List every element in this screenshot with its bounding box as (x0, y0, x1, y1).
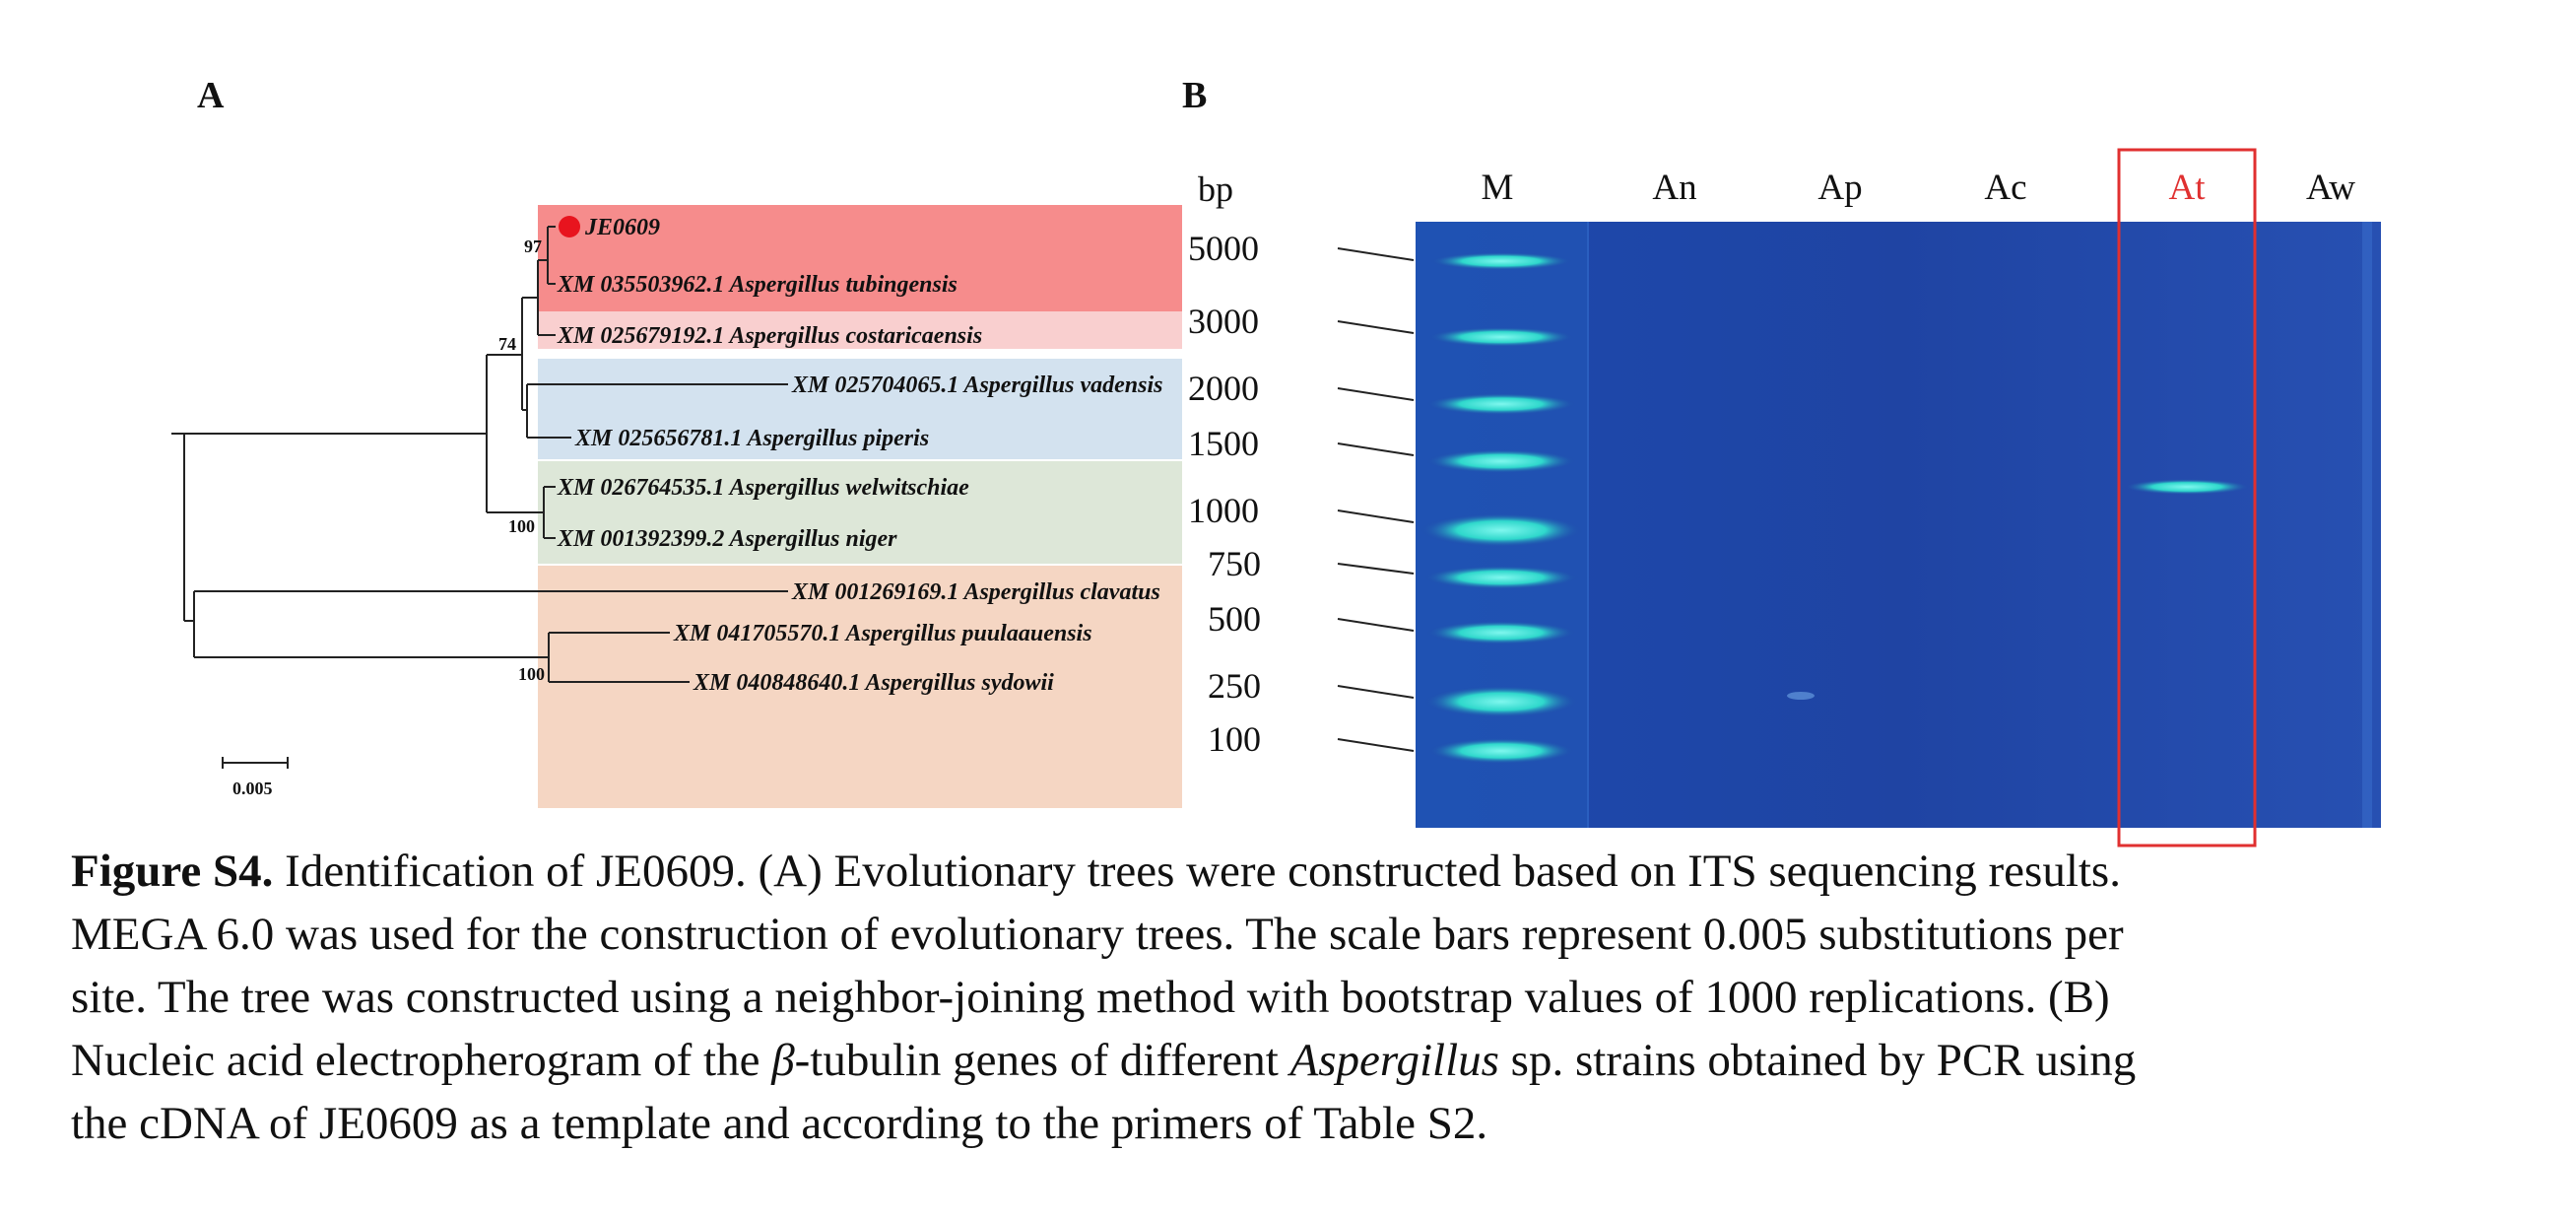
lane-label-ap: Ap (1817, 168, 1862, 208)
bootstrap-97: 97 (524, 237, 542, 256)
figure-caption: Figure S4. Identification of JE0609. (A)… (71, 840, 2504, 1155)
ladder-band-250 (1424, 686, 1578, 717)
group-bg-tubingensis (538, 205, 1182, 311)
ladder-band-3000 (1428, 327, 1574, 347)
ladder-band-5000 (1430, 252, 1572, 270)
ladder-label-5000: 5000 (1188, 229, 1259, 268)
leaf-label-niger: XM 001392399.2 Aspergillus niger (557, 526, 897, 552)
bootstrap-100-outgroup: 100 (518, 664, 545, 684)
gel-electrophoresis: bp M An Ap Ac At Aw 5000 3000 2000 1500 … (1162, 148, 2404, 847)
group-bg-costaricaensis (538, 311, 1182, 349)
lane-label-at: At (2169, 168, 2207, 208)
caption-text-4b: -tubulin genes of different (794, 1035, 1290, 1086)
leaf-label-costaricaensis: XM 025679192.1 Aspergillus costaricaensi… (557, 323, 982, 349)
ladder-label-3000: 3000 (1188, 302, 1259, 341)
leaf-label-piperis: XM 025656781.1 Aspergillus piperis (574, 426, 929, 451)
lane-label-aw: Aw (2306, 168, 2355, 208)
leaf-label-tubingensis: XM 035503962.1 Aspergillus tubingensis (557, 272, 958, 298)
leaf-label-vadensis: XM 025704065.1 Aspergillus vadensis (791, 373, 1163, 398)
panel-a-label: A (197, 75, 225, 116)
caption-text-4a: Nucleic acid electropherogram of the (71, 1035, 772, 1086)
panel-b-label: B (1182, 75, 1208, 116)
group-bg-outgroup (538, 566, 1182, 808)
speck-ap (1787, 692, 1815, 700)
ladder-label-1500: 1500 (1188, 424, 1259, 463)
phylogenetic-tree: JE0609 XM 035503962.1 Aspergillus tubing… (158, 187, 1182, 818)
ladder-label-1000: 1000 (1188, 491, 1259, 530)
lane-label-m: M (1482, 168, 1514, 208)
ladder-label-2000: 2000 (1188, 369, 1259, 408)
lane-label-ac: Ac (1984, 168, 2026, 208)
caption-genus: Aspergillus (1289, 1035, 1499, 1086)
caption-line-1: Figure S4. Identification of JE0609. (A)… (71, 840, 2504, 903)
ladder-label-250: 250 (1208, 666, 1261, 706)
ladder-band-1000 (1420, 513, 1582, 547)
leaf-label-clavatus: XM 001269169.1 Aspergillus clavatus (791, 579, 1160, 605)
caption-text-1: Identification of JE0609. (A) Evolutiona… (285, 846, 2121, 897)
figure-label: Figure S4. (71, 846, 274, 897)
leaf-label-sydowii: XM 040848640.1 Aspergillus sydowii (693, 670, 1054, 696)
ladder-label-750: 750 (1208, 544, 1261, 583)
at-lane-highlight-box (2117, 148, 2257, 847)
caption-line-2: MEGA 6.0 was used for the construction o… (71, 909, 2124, 960)
scale-bar-label: 0.005 (232, 779, 273, 798)
group-bg-niger (538, 461, 1182, 564)
leaf-label-je0609: JE0609 (584, 215, 660, 240)
bp-unit-label: bp (1198, 169, 1233, 209)
ladder-band-750 (1424, 566, 1578, 589)
ladder-label-100: 100 (1208, 719, 1261, 759)
je0609-marker-dot (559, 216, 580, 237)
leaf-label-puulaauensis: XM 041705570.1 Aspergillus puulaauensis (673, 621, 1092, 646)
caption-line-5: the cDNA of JE0609 as a template and acc… (71, 1098, 1488, 1149)
scale-bar (222, 757, 289, 769)
caption-text-4c: sp. strains obtained by PCR using (1498, 1035, 2137, 1086)
group-bg-vadensis-piperis (538, 359, 1182, 459)
ladder-band-2000 (1426, 393, 1576, 415)
ladder-band-500 (1426, 621, 1576, 644)
sample-band-at (2124, 479, 2250, 495)
lane-label-an: An (1652, 168, 1696, 208)
ladder-band-1500 (1426, 449, 1576, 473)
leaf-label-welwitschiae: XM 026764535.1 Aspergillus welwitschiae (557, 475, 969, 501)
caption-beta: β (771, 1035, 795, 1086)
ladder-band-100 (1428, 738, 1574, 764)
caption-line-3: site. The tree was constructed using a n… (71, 972, 2110, 1023)
bootstrap-74: 74 (498, 334, 516, 354)
ladder-label-500: 500 (1208, 599, 1261, 639)
bootstrap-100-niger: 100 (508, 516, 535, 536)
caption-line-4: Nucleic acid electropherogram of the β-t… (71, 1029, 2504, 1092)
